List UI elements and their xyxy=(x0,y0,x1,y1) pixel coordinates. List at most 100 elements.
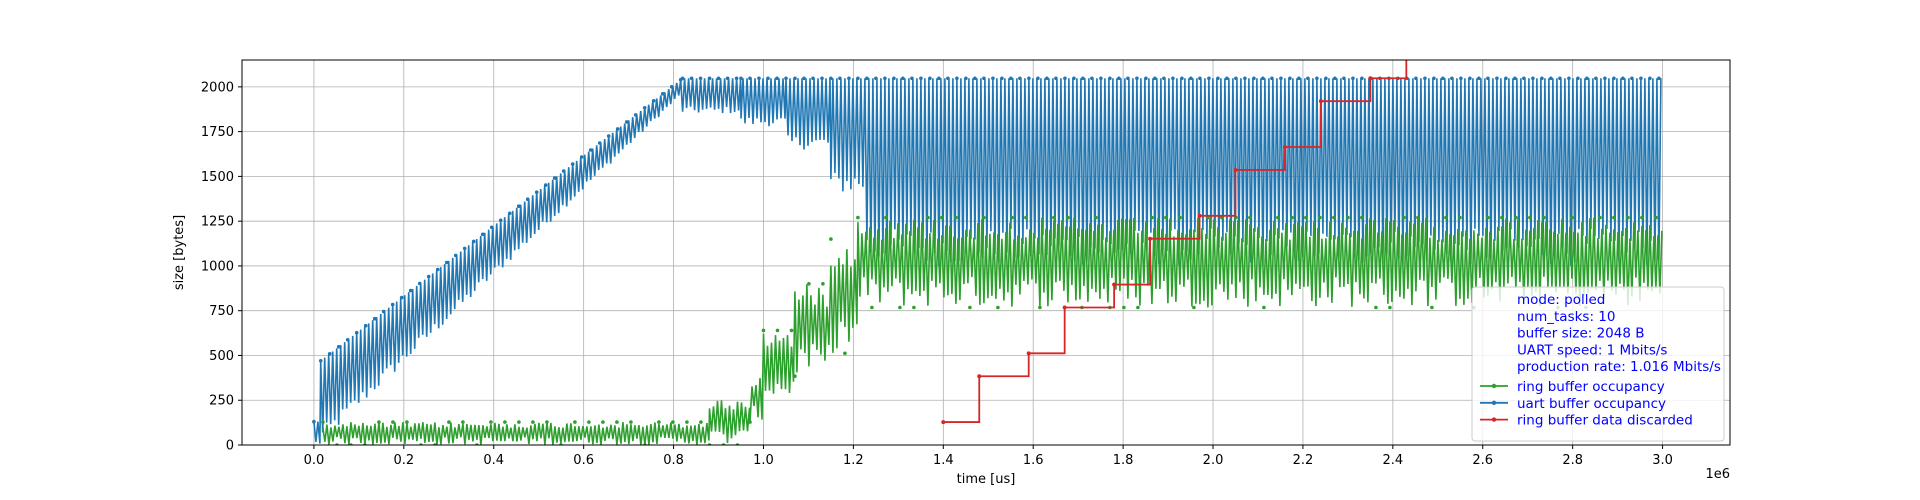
series-point-ring-buffer-occupancy xyxy=(884,215,888,220)
series-point-uart-buffer-occupancy xyxy=(757,76,761,81)
x-tick-label: 1.6 xyxy=(1023,453,1044,468)
series-point-ring-buffer-occupancy xyxy=(615,420,619,424)
series-point-ring-buffer-occupancy xyxy=(1290,215,1294,220)
x-tick-label: 2.2 xyxy=(1293,453,1314,468)
x-tick-label: 0.0 xyxy=(304,453,325,468)
series-point-ring-buffer-occupancy xyxy=(321,420,325,424)
legend-info-num-tasks: num_tasks: 10 xyxy=(1517,309,1615,325)
series-point-ring-buffer-occupancy xyxy=(1332,215,1336,220)
series-point-ring-buffer-occupancy xyxy=(531,420,535,424)
series-point-uart-buffer-occupancy xyxy=(1558,76,1562,81)
series-point-uart-buffer-occupancy xyxy=(964,76,968,81)
series-point-uart-buffer-occupancy xyxy=(1477,76,1481,81)
series-point-uart-buffer-occupancy xyxy=(471,239,476,244)
series-point-uart-buffer-occupancy xyxy=(597,141,602,145)
series-point-uart-buffer-occupancy xyxy=(1027,76,1031,81)
series-point-uart-buffer-occupancy xyxy=(1612,76,1616,81)
legend-info-mode: mode: polled xyxy=(1517,292,1605,308)
series-point-uart-buffer-occupancy xyxy=(793,76,797,81)
series-point-ring-buffer-occupancy xyxy=(996,305,1000,310)
x-tick-label: 2.0 xyxy=(1203,453,1224,468)
x-tick-label: 3.0 xyxy=(1652,453,1673,468)
series-point-uart-buffer-occupancy xyxy=(766,76,770,81)
series-point-ring-buffer-occupancy xyxy=(587,420,591,424)
legend-info-production-rate: production rate: 1.016 Mbits/s xyxy=(1517,359,1721,375)
series-point-ring-buffer-occupancy xyxy=(545,420,549,424)
legend-handle-ring-buffer xyxy=(1480,383,1508,389)
series-point-uart-buffer-occupancy xyxy=(1531,76,1535,81)
series-point-uart-buffer-occupancy xyxy=(698,76,703,81)
legend-box xyxy=(1471,286,1725,442)
series-point-uart-buffer-occupancy xyxy=(498,218,503,223)
series-point-uart-buffer-occupancy xyxy=(928,76,932,81)
series-point-ring-buffer-occupancy xyxy=(789,328,794,333)
x-axis-label: time [us] xyxy=(957,472,1016,487)
series-point-ring-buffer-occupancy xyxy=(447,420,451,424)
y-tick-label: 1000 xyxy=(201,259,234,274)
series-point-uart-buffer-occupancy xyxy=(748,76,752,81)
series-point-uart-buffer-occupancy xyxy=(1351,76,1355,81)
axis-ticks: 0.0 0.2 0.4 0.6 0.8 1.0 1.2 1.4 1.6 1.8 2.0 2.2 2.4 2… xyxy=(201,80,1673,468)
x-tick-label: 2.8 xyxy=(1562,453,1583,468)
series-point-ring-buffer-occupancy xyxy=(761,328,766,333)
legend-handle-uart-buffer xyxy=(1480,400,1508,405)
series-point-uart-buffer-occupancy xyxy=(1360,76,1364,81)
series-point-ring-buffer-occupancy xyxy=(1206,215,1210,220)
series-point-ring-buffer-data-discarded xyxy=(1062,305,1067,310)
series-point-uart-buffer-occupancy xyxy=(1252,76,1256,81)
series-point-ring-buffer-occupancy xyxy=(1010,215,1014,220)
series-point-ring-buffer-occupancy xyxy=(1164,215,1168,220)
series-point-ring-buffer-data-discarded xyxy=(1148,236,1153,241)
series-point-uart-buffer-occupancy xyxy=(739,76,743,81)
series-point-ring-buffer-occupancy xyxy=(1262,305,1266,310)
series-point-ring-buffer-occupancy xyxy=(1542,215,1546,220)
series-point-uart-buffer-occupancy xyxy=(1108,76,1112,81)
x-tick-label: 0.6 xyxy=(573,453,594,468)
series-point-ring-buffer-occupancy xyxy=(1486,215,1490,220)
series-point-uart-buffer-occupancy xyxy=(651,99,656,103)
series-point-uart-buffer-occupancy xyxy=(1279,76,1283,81)
series-point-uart-buffer-occupancy xyxy=(725,76,730,81)
series-point-uart-buffer-occupancy xyxy=(480,232,485,237)
legend-handle-marker xyxy=(1491,400,1497,405)
series-point-uart-buffer-occupancy xyxy=(1441,76,1445,81)
series-point-uart-buffer-occupancy xyxy=(1243,76,1247,81)
series-point-ring-buffer-occupancy xyxy=(829,237,833,241)
x-axis-offset-label: 1e6 xyxy=(1705,467,1730,482)
series-point-uart-buffer-occupancy xyxy=(1432,76,1436,81)
series-point-uart-buffer-occupancy xyxy=(624,120,629,124)
series-point-uart-buffer-occupancy xyxy=(1630,76,1634,81)
series-point-uart-buffer-occupancy xyxy=(1333,76,1337,81)
x-tick-label: 1.0 xyxy=(753,453,774,468)
series-point-uart-buffer-occupancy xyxy=(946,76,950,81)
series-point-uart-buffer-occupancy xyxy=(408,288,413,293)
series-point-ring-buffer-occupancy xyxy=(926,215,930,220)
series-point-uart-buffer-occupancy xyxy=(1180,76,1184,81)
series-point-uart-buffer-occupancy xyxy=(1063,76,1067,81)
series-point-ring-buffer-occupancy xyxy=(1136,305,1140,310)
series-point-ring-buffer-occupancy xyxy=(775,328,780,333)
series-point-ring-buffer-occupancy xyxy=(968,305,972,310)
series-point-ring-buffer-occupancy xyxy=(1024,215,1028,220)
series-point-uart-buffer-occupancy xyxy=(1423,76,1427,81)
series-point-uart-buffer-occupancy xyxy=(716,76,721,81)
series-point-ring-buffer-occupancy xyxy=(1248,215,1252,220)
series-point-uart-buffer-occupancy xyxy=(1585,76,1589,81)
series-point-ring-buffer-occupancy xyxy=(1360,215,1364,220)
series-point-uart-buffer-occupancy xyxy=(525,197,530,201)
series-point-ring-buffer-occupancy xyxy=(461,420,465,424)
legend-info-uart-speed: UART speed: 1 Mbits/s xyxy=(1517,342,1667,358)
series-point-uart-buffer-occupancy xyxy=(489,225,494,230)
series-point-uart-buffer-occupancy xyxy=(1072,76,1076,81)
series-point-uart-buffer-occupancy xyxy=(417,281,422,286)
series-point-uart-buffer-occupancy xyxy=(829,76,833,81)
series-point-uart-buffer-occupancy xyxy=(1567,76,1571,81)
series-point-uart-buffer-occupancy xyxy=(1234,76,1238,81)
series-point-uart-buffer-occupancy xyxy=(775,76,779,81)
series-point-ring-buffer-occupancy xyxy=(601,420,605,424)
series-point-uart-buffer-occupancy xyxy=(1468,76,1472,81)
series-point-ring-buffer-occupancy xyxy=(377,420,381,424)
series-point-uart-buffer-occupancy xyxy=(1054,76,1058,81)
series-point-uart-buffer-occupancy xyxy=(462,246,467,251)
series-point-ring-buffer-occupancy xyxy=(1654,215,1658,220)
